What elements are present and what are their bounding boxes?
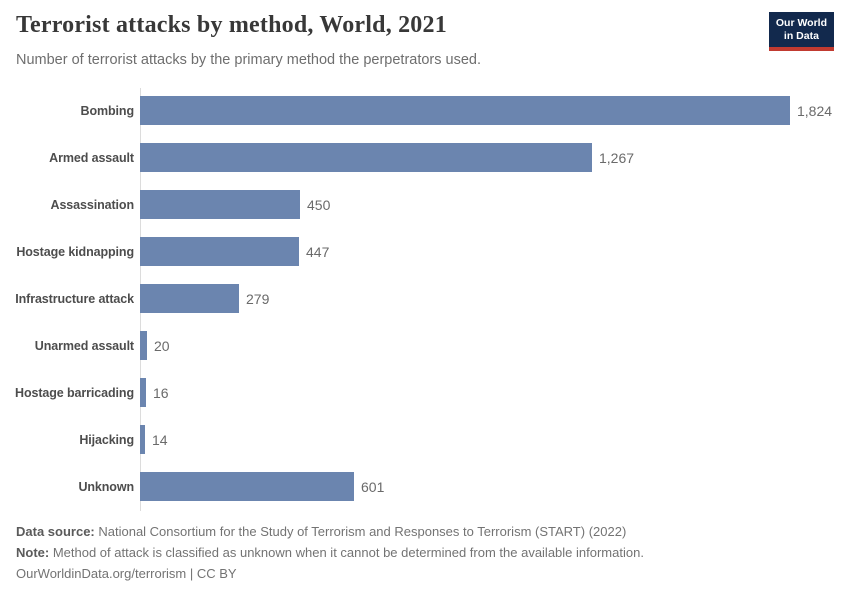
- license-line: OurWorldinData.org/terrorism | CC BY: [16, 563, 644, 584]
- value-label: 14: [152, 431, 168, 448]
- category-label: Hostage kidnapping: [16, 244, 134, 259]
- category-label: Unarmed assault: [34, 338, 134, 353]
- data-source-text: National Consortium for the Study of Ter…: [94, 524, 627, 539]
- bar-area: 1,824: [140, 87, 850, 134]
- category-label: Assassination: [50, 197, 135, 212]
- bar[interactable]: [140, 425, 145, 454]
- bar[interactable]: [140, 378, 146, 407]
- category-label: Infrastructure attack: [15, 291, 134, 306]
- category-label: Bombing: [80, 103, 135, 118]
- bar-row: Unknown 601: [0, 463, 850, 510]
- bar[interactable]: [140, 472, 354, 501]
- value-label: 447: [306, 243, 330, 260]
- data-source-line: Data source: National Consortium for the…: [16, 521, 644, 542]
- bar-area: 20: [140, 322, 850, 369]
- bar[interactable]: [140, 237, 299, 266]
- category-label: Armed assault: [49, 150, 134, 165]
- bar-row: Infrastructure attack 279: [0, 275, 850, 322]
- bar-row: Assassination 450: [0, 181, 850, 228]
- bar[interactable]: [140, 284, 239, 313]
- owid-logo-text-line1: Our World: [775, 17, 827, 29]
- bar-chart: Bombing 1,824 Armed assault 1,267 Assassinat…: [0, 87, 850, 510]
- value-label: 20: [154, 337, 170, 354]
- value-label: 601: [361, 478, 385, 495]
- bar[interactable]: [140, 331, 147, 360]
- value-label: 16: [153, 384, 169, 401]
- chart-footer: Data source: National Consortium for the…: [16, 521, 644, 584]
- value-label: 1,267: [599, 149, 635, 166]
- value-label: 450: [307, 196, 331, 213]
- bar-row: Bombing 1,824: [0, 87, 850, 134]
- license-link[interactable]: OurWorldinData.org/terrorism | CC BY: [16, 566, 237, 581]
- bar-area: 16: [140, 369, 850, 416]
- bar-area: 450: [140, 181, 850, 228]
- data-source-label: Data source:: [16, 524, 95, 539]
- bar[interactable]: [140, 190, 300, 219]
- owid-logo[interactable]: Our World in Data: [768, 12, 834, 51]
- bar-area: 1,267: [140, 134, 850, 181]
- owid-logo-text-line2: in Data: [783, 30, 819, 42]
- value-label: 1,824: [797, 102, 833, 119]
- category-label: Unknown: [78, 479, 134, 494]
- chart-subtitle: Number of terrorist attacks by the prima…: [16, 52, 482, 68]
- page-title: Terrorist attacks by method, World, 2021: [16, 12, 447, 38]
- bar-row: Armed assault 1,267: [0, 134, 850, 181]
- bar-area: 279: [140, 275, 850, 322]
- note-line: Note: Method of attack is classified as …: [16, 542, 644, 563]
- bar-row: Hostage barricading 16: [0, 369, 850, 416]
- note-label: Note:: [16, 545, 50, 560]
- category-label: Hostage barricading: [15, 385, 134, 400]
- bar[interactable]: [140, 96, 790, 125]
- note-text: Method of attack is classified as unknow…: [49, 545, 644, 560]
- bar-row: Hostage kidnapping 447: [0, 228, 850, 275]
- bar[interactable]: [140, 143, 592, 172]
- bar-area: 14: [140, 416, 850, 463]
- bar-area: 447: [140, 228, 850, 275]
- bar-row: Hijacking 14: [0, 416, 850, 463]
- category-label: Hijacking: [79, 432, 134, 447]
- bar-area: 601: [140, 463, 850, 510]
- bar-row: Unarmed assault 20: [0, 322, 850, 369]
- value-label: 279: [246, 290, 270, 307]
